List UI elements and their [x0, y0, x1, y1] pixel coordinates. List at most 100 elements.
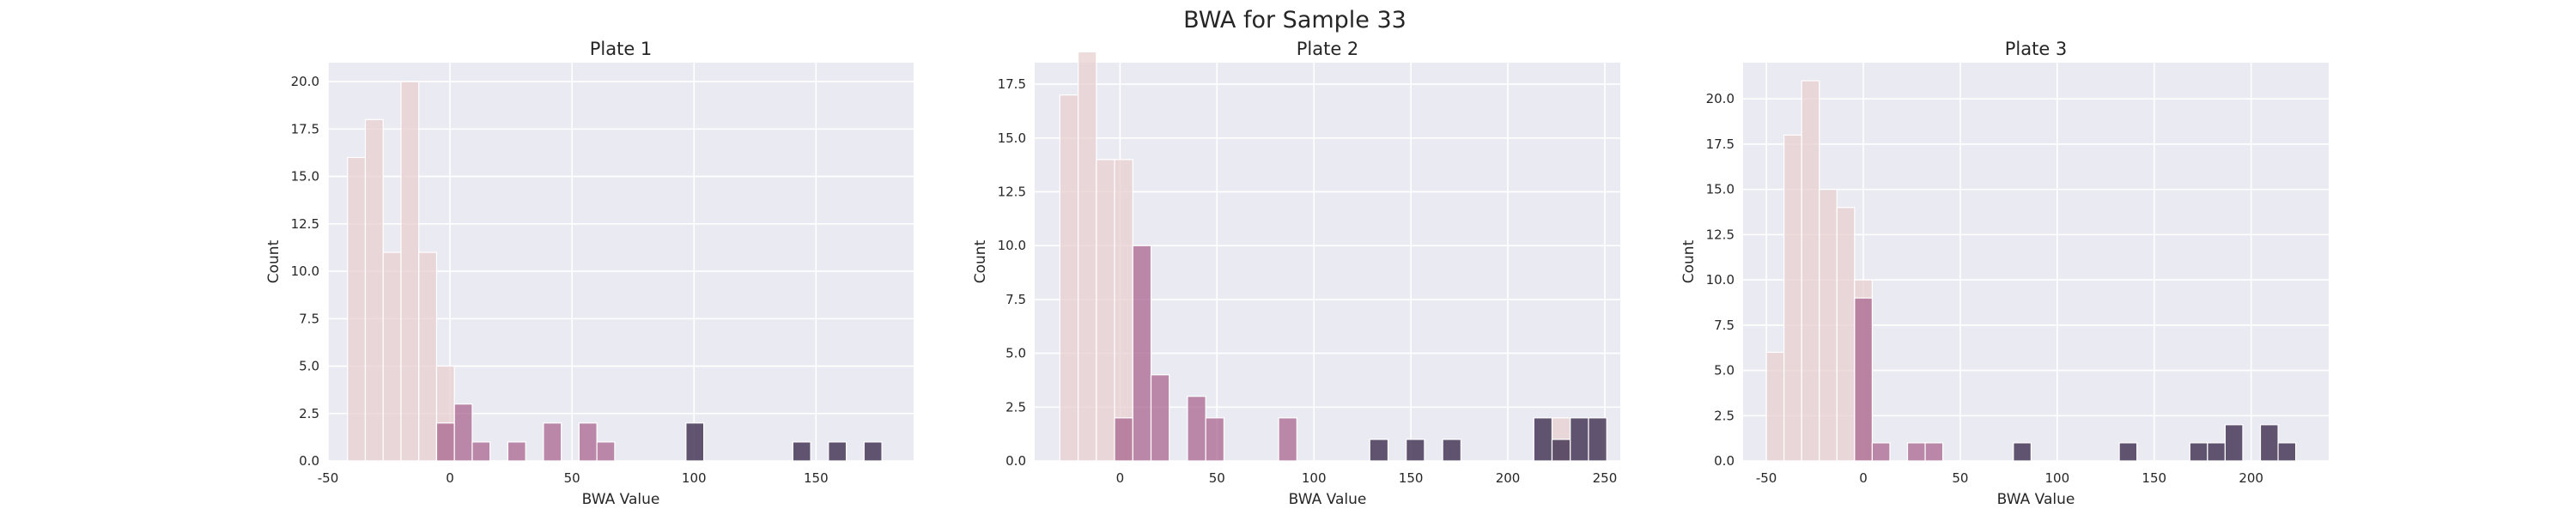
histogram-bar — [418, 251, 438, 462]
histogram-bar — [2224, 424, 2244, 462]
x-tick-label: 50 — [1952, 470, 1968, 486]
histogram-bar — [1570, 417, 1589, 462]
histogram-bar — [1765, 351, 1785, 462]
y-tick-label: 2.5 — [299, 406, 319, 421]
histogram-bar — [2277, 442, 2297, 462]
histogram-bar — [435, 422, 455, 462]
histogram-bar — [828, 441, 848, 462]
y-tick-label: 10.0 — [998, 238, 1026, 253]
x-tick-label: 150 — [2142, 470, 2166, 486]
histogram-bar — [1077, 51, 1097, 462]
histogram-bar — [1906, 442, 1926, 462]
histogram-bar — [863, 441, 883, 462]
histogram-bar — [1871, 442, 1891, 462]
x-tick-label: -50 — [318, 470, 339, 486]
y-tick-label: 7.5 — [1714, 318, 1735, 333]
histogram-bar — [1369, 439, 1389, 462]
histogram-bar — [685, 422, 705, 462]
histogram-bar — [1533, 417, 1553, 462]
y-axis-label: Count — [972, 239, 989, 283]
y-tick-label: 12.5 — [998, 184, 1026, 199]
histogram-bar — [1132, 245, 1152, 462]
x-tick-label: 100 — [2045, 470, 2070, 486]
x-axis-label: BWA Value — [1997, 491, 2075, 508]
x-tick-label: 50 — [564, 470, 580, 486]
plate-title: Plate 2 — [1297, 39, 1359, 59]
histogram-bar — [1819, 189, 1838, 462]
y-tick-label: 17.5 — [1706, 136, 1735, 152]
histogram-bar — [347, 156, 367, 462]
y-tick-label: 17.5 — [291, 121, 319, 136]
x-axis-label: BWA Value — [1289, 491, 1367, 508]
histogram-bar — [1588, 417, 1607, 462]
y-tick-label: 15.0 — [1706, 182, 1735, 197]
histogram-bar — [1406, 439, 1425, 462]
y-tick-label: 20.0 — [291, 74, 319, 89]
histogram-bar — [400, 81, 420, 462]
y-tick-label: 5.0 — [1714, 363, 1735, 379]
x-tick-label: 200 — [1496, 470, 1521, 486]
y-tick-label: 10.0 — [291, 264, 319, 279]
x-tick-label: 150 — [1399, 470, 1424, 486]
histogram-bar — [578, 422, 598, 462]
y-tick-label: 20.0 — [1706, 91, 1735, 106]
x-tick-label: 150 — [804, 470, 829, 486]
histogram-bar — [1114, 159, 1133, 462]
y-tick-label: 2.5 — [1714, 408, 1735, 423]
y-tick-label: 7.5 — [299, 311, 319, 326]
plate-1-axes: -50 0 50 100 150 0.0 2.5 5.0 7.5 10.0 12.5 15.0 17.5… — [265, 39, 914, 508]
x-axis-label: BWA Value — [582, 491, 660, 508]
histogram-bar — [1854, 297, 1874, 462]
plate-2-axes: 0 50 100 150 200 250 0.0 2.5 5.0 7.5 10.0 12.5 15.0 1… — [972, 39, 1620, 508]
y-tick-label: 0.0 — [299, 453, 319, 469]
y-tick-label: 12.5 — [291, 216, 319, 232]
histogram-bar — [2118, 442, 2138, 462]
y-axis-label: Count — [1680, 239, 1698, 283]
histogram-bar — [1836, 207, 1856, 462]
histogram-bar — [471, 441, 491, 462]
histogram-bar — [2207, 442, 2227, 462]
y-tick-label: 15.0 — [998, 130, 1026, 146]
figure-title: BWA for Sample 33 — [1183, 7, 1406, 33]
histogram-bar — [543, 422, 562, 462]
x-tick-label: 50 — [1209, 470, 1225, 486]
histogram-bar — [1150, 374, 1170, 462]
x-tick-label: 0 — [1116, 470, 1125, 486]
y-tick-label: 5.0 — [299, 359, 319, 374]
x-tick-label: 0 — [1859, 470, 1868, 486]
histogram-bar — [2189, 442, 2208, 462]
histogram-bar — [1096, 159, 1115, 462]
y-tick-label: 12.5 — [1706, 227, 1735, 242]
y-tick-label: 10.0 — [1706, 272, 1735, 288]
histogram-bar — [1924, 442, 1944, 462]
histogram-bar — [1551, 439, 1571, 462]
histogram-bar — [1187, 396, 1206, 462]
plate-3-axes: -50 0 50 100 150 200 0.0 2.5 5.0 7.5 10.0 12.5 15.0 1… — [1680, 39, 2329, 508]
y-tick-label: 7.5 — [1005, 292, 1026, 307]
histogram-bar — [1442, 439, 1461, 462]
histogram-bar — [1783, 134, 1802, 462]
panels: -50 0 50 100 150 0.0 2.5 5.0 7.5 10.0 12.5 15.0 17.5… — [265, 39, 2329, 508]
x-tick-label: 100 — [682, 470, 707, 486]
histogram-bar — [2259, 424, 2279, 462]
x-tick-label: -50 — [1756, 470, 1777, 486]
y-tick-label: 5.0 — [1005, 346, 1026, 361]
histogram-bar — [1114, 417, 1133, 462]
histogram-bar — [507, 441, 526, 462]
histogram-bar — [596, 441, 616, 462]
histogram-bar — [2013, 442, 2032, 462]
plate-title: Plate 1 — [590, 39, 653, 59]
x-tick-label: 0 — [446, 470, 454, 486]
y-tick-label: 15.0 — [291, 169, 319, 185]
histogram-bar — [382, 251, 402, 462]
plate-title: Plate 3 — [2005, 39, 2068, 59]
histogram-bar — [1205, 417, 1225, 462]
x-tick-label: 250 — [1593, 470, 1618, 486]
y-axis-label: Count — [265, 239, 283, 283]
y-tick-label: 0.0 — [1714, 453, 1735, 469]
histogram-bar — [364, 118, 384, 462]
histogram-bar — [1278, 417, 1297, 462]
histogram-bar — [792, 441, 811, 462]
y-tick-label: 0.0 — [1005, 453, 1026, 469]
